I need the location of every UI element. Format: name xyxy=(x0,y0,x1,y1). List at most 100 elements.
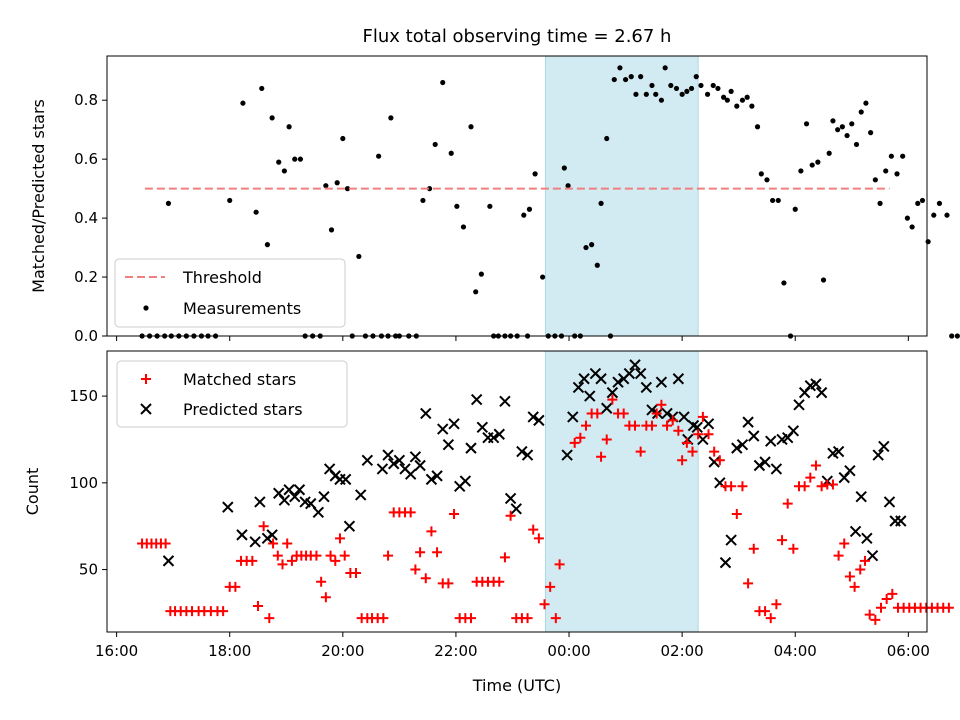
predicted-star-point xyxy=(493,428,505,440)
measurement-point xyxy=(269,115,275,121)
measurement-point xyxy=(259,85,265,92)
predicted-star-point xyxy=(702,418,715,430)
matched-stars-points xyxy=(137,394,954,625)
measurement-point xyxy=(264,242,271,248)
top-y-axis-label: Matched/Predicted stars xyxy=(29,99,48,293)
matched-star-point xyxy=(330,555,341,566)
measurement-point xyxy=(253,209,259,215)
measurements-points xyxy=(139,65,960,339)
predicted-star-point xyxy=(442,438,455,451)
measurement-point xyxy=(894,171,900,177)
measurement-point xyxy=(693,74,699,80)
measurement-point xyxy=(744,94,750,100)
matched-star-point xyxy=(160,538,171,549)
legend-matched-label: Matched stars xyxy=(183,370,296,389)
matched-star-point xyxy=(646,420,657,431)
measurement-point xyxy=(844,132,850,139)
measurement-point xyxy=(589,242,595,248)
predicted-star-point xyxy=(289,490,301,503)
top-legend: Threshold Measurements xyxy=(114,258,346,328)
measurement-point xyxy=(468,124,474,130)
predicted-star-point xyxy=(448,418,460,430)
matched-star-point xyxy=(580,420,591,431)
ratio-panel: 0.00.20.40.60.8 Matched/Predicted stars … xyxy=(29,55,960,345)
measurement-point xyxy=(830,118,836,124)
measurement-point xyxy=(900,153,906,159)
measurement-point xyxy=(388,115,394,121)
predicted-star-point xyxy=(872,449,884,461)
matched-star-point xyxy=(697,411,708,422)
matched-star-point xyxy=(268,538,279,549)
matched-star-point xyxy=(777,535,788,546)
measurement-point xyxy=(724,97,730,103)
measurement-point xyxy=(286,124,292,130)
predicted-star-point xyxy=(266,529,278,541)
predicted-star-point xyxy=(661,407,673,420)
measurement-point xyxy=(276,159,282,165)
measurement-point xyxy=(877,200,883,206)
predicted-star-point xyxy=(810,378,822,390)
measurement-point xyxy=(872,177,878,183)
legend-measurements-label: Measurements xyxy=(183,299,301,318)
measurement-point xyxy=(888,153,894,159)
matched-star-point xyxy=(258,521,269,532)
predicted-star-point xyxy=(691,421,703,434)
measurement-point xyxy=(526,206,533,212)
matched-star-point xyxy=(320,592,331,603)
measurement-point xyxy=(739,97,746,103)
measurement-point xyxy=(165,200,172,206)
y-tick-label: 0.0 xyxy=(74,327,98,345)
matched-star-point xyxy=(218,606,229,617)
predicted-star-point xyxy=(222,501,234,513)
predicted-star-point xyxy=(770,463,783,475)
matched-star-point xyxy=(420,573,431,584)
measurement-point xyxy=(611,76,617,83)
matched-star-point xyxy=(539,599,550,610)
predicted-star-point xyxy=(584,390,596,402)
measurement-point xyxy=(781,280,787,286)
measurement-point xyxy=(849,121,855,127)
matched-star-point xyxy=(673,425,684,436)
predicted-star-point xyxy=(470,393,483,406)
measurement-point xyxy=(617,65,623,71)
measurement-point xyxy=(954,333,960,339)
predicted-star-point xyxy=(697,433,709,446)
matched-star-point xyxy=(810,460,821,471)
measurement-point xyxy=(728,88,734,94)
bottom-axes-frame xyxy=(106,350,928,633)
matched-star-point xyxy=(405,507,416,518)
measurement-point xyxy=(240,100,246,106)
predicted-star-point xyxy=(409,451,422,463)
matched-star-point xyxy=(849,581,860,592)
matched-star-point xyxy=(788,543,799,554)
predicted-star-point xyxy=(678,411,690,423)
measurement-point xyxy=(820,277,827,283)
observing-window-highlight-bottom xyxy=(544,350,699,633)
predicted-star-point xyxy=(895,515,907,527)
predicted-star-point xyxy=(567,411,579,423)
predicted-star-point xyxy=(388,458,400,470)
matched-star-point xyxy=(651,408,662,419)
matched-star-point xyxy=(415,547,426,558)
matched-star-point xyxy=(522,613,533,624)
predicted-star-point xyxy=(293,484,306,496)
measurement-point xyxy=(376,153,382,159)
matched-star-point xyxy=(443,578,454,589)
predicted-star-point xyxy=(844,464,856,477)
measurement-point xyxy=(532,171,538,177)
matched-star-point xyxy=(550,613,561,624)
predicted-star-point xyxy=(414,459,426,472)
measurement-point xyxy=(770,197,776,204)
bottom-y-axis-label: Count xyxy=(23,468,42,516)
y-tick-label: 50 xyxy=(79,561,98,579)
top-y-ticks: 0.0 0.2 0.4 0.6 0.8 xyxy=(74,91,107,345)
predicted-star-point xyxy=(601,402,613,414)
matched-star-point xyxy=(286,555,297,566)
matched-star-point xyxy=(575,432,586,443)
legend-box xyxy=(114,258,346,328)
matched-star-point xyxy=(592,408,603,419)
measurement-point xyxy=(684,88,690,94)
matched-star-point xyxy=(466,613,477,624)
measurement-point xyxy=(622,76,629,83)
bottom-x-ticks: 16:00 18:00 20:00 22:00 00:00 02:00 04:00 06:00 xyxy=(95,632,930,660)
